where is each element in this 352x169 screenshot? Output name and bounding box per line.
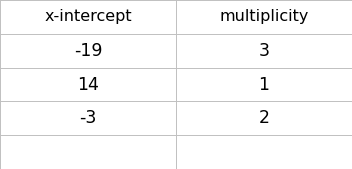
Text: 2: 2 (258, 109, 270, 127)
Text: x-intercept: x-intercept (44, 9, 132, 24)
Text: 14: 14 (77, 76, 99, 93)
Text: multiplicity: multiplicity (219, 9, 309, 24)
Text: 1: 1 (258, 76, 270, 93)
Text: -3: -3 (79, 109, 97, 127)
Text: 3: 3 (258, 42, 270, 60)
Text: -19: -19 (74, 42, 102, 60)
